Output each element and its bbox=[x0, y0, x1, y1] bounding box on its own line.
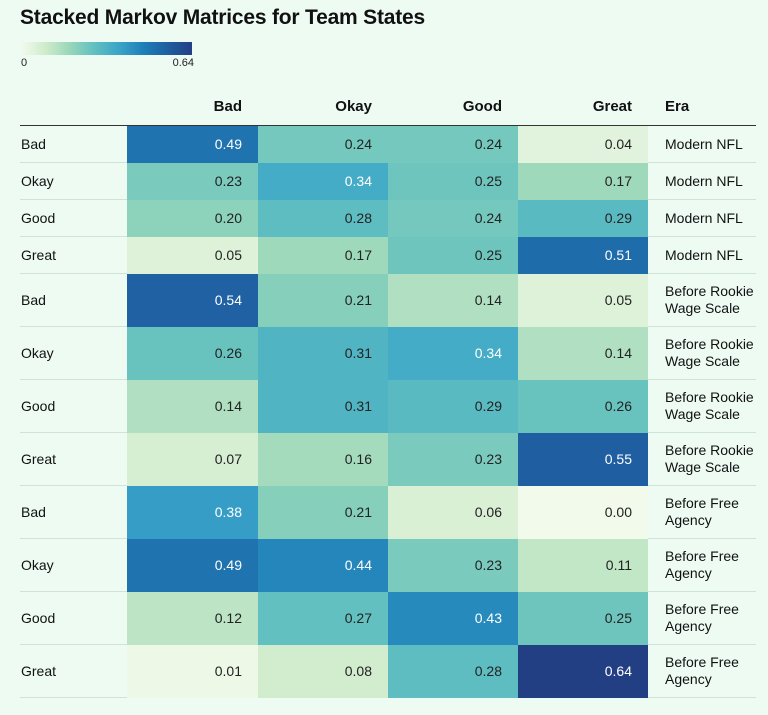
matrix-row: Good 0.20 0.28 0.24 0.29 Modern NFL bbox=[20, 199, 756, 237]
row-state-label: Good bbox=[20, 379, 127, 433]
heatmap-cell: 0.28 bbox=[258, 199, 388, 237]
heatmap-cell: 0.05 bbox=[127, 236, 258, 274]
row-state-label: Okay bbox=[20, 538, 127, 592]
heatmap-cell: 0.44 bbox=[258, 538, 388, 592]
heatmap-cell: 0.12 bbox=[127, 591, 258, 645]
heatmap-cell: 0.08 bbox=[258, 644, 388, 698]
row-state-label: Good bbox=[20, 591, 127, 645]
heatmap-cell: 0.55 bbox=[518, 432, 648, 486]
row-era-label: Before Free Agency bbox=[648, 644, 756, 698]
heatmap-cell: 0.21 bbox=[258, 485, 388, 539]
heatmap-cell: 0.16 bbox=[258, 432, 388, 486]
matrix-row: Bad 0.49 0.24 0.24 0.04 Modern NFL bbox=[20, 125, 756, 163]
heatmap-cell: 0.23 bbox=[127, 162, 258, 200]
heatmap-cell: 0.28 bbox=[388, 644, 518, 698]
heatmap-cell: 0.17 bbox=[258, 236, 388, 274]
heatmap-cell: 0.31 bbox=[258, 326, 388, 380]
chart-title: Stacked Markov Matrices for Team States bbox=[20, 6, 425, 29]
matrix-row: Okay 0.49 0.44 0.23 0.11 Before Free Agency bbox=[20, 538, 756, 592]
heatmap-cell: 0.25 bbox=[388, 162, 518, 200]
heatmap-cell: 0.38 bbox=[127, 485, 258, 539]
matrix-row: Good 0.12 0.27 0.43 0.25 Before Free Agency bbox=[20, 591, 756, 645]
heatmap-cell: 0.17 bbox=[518, 162, 648, 200]
heatmap-cell: 0.21 bbox=[258, 273, 388, 327]
column-header: Good bbox=[388, 88, 518, 126]
matrix-row: Bad 0.38 0.21 0.06 0.00 Before Free Agency bbox=[20, 485, 756, 539]
heatmap-cell: 0.25 bbox=[518, 591, 648, 645]
heatmap-cell: 0.24 bbox=[388, 199, 518, 237]
color-legend-bar bbox=[22, 42, 192, 55]
column-header: Great bbox=[518, 88, 648, 126]
row-state-label: Bad bbox=[20, 273, 127, 327]
heatmap-cell: 0.29 bbox=[388, 379, 518, 433]
heatmap-cell: 0.14 bbox=[388, 273, 518, 327]
legend-max-label: 0.64 bbox=[172, 57, 194, 69]
heatmap-cell: 0.01 bbox=[127, 644, 258, 698]
row-era-label: Modern NFL bbox=[648, 125, 756, 163]
matrix-row: Bad 0.54 0.21 0.14 0.05 Before Rookie Wage Sc… bbox=[20, 273, 756, 327]
row-state-label: Good bbox=[20, 199, 127, 237]
heatmap-cell: 0.29 bbox=[518, 199, 648, 237]
heatmap-cell: 0.49 bbox=[127, 125, 258, 163]
heatmap-cell: 0.43 bbox=[388, 591, 518, 645]
row-era-label: Before Rookie Wage Scale bbox=[648, 326, 756, 380]
heatmap-cell: 0.11 bbox=[518, 538, 648, 592]
row-state-label: Great bbox=[20, 432, 127, 486]
row-state-label: Great bbox=[20, 236, 127, 274]
matrix-row: Great 0.07 0.16 0.23 0.55 Before Rookie Wage … bbox=[20, 432, 756, 486]
heatmap-cell: 0.54 bbox=[127, 273, 258, 327]
era-column-header: Era bbox=[648, 88, 756, 126]
row-state-label: Okay bbox=[20, 162, 127, 200]
heatmap-cell: 0.34 bbox=[388, 326, 518, 380]
heatmap-cell: 0.26 bbox=[127, 326, 258, 380]
header-row: Bad Okay Good Great Era bbox=[20, 88, 756, 126]
legend-min-label: 0 bbox=[21, 57, 28, 69]
header-corner bbox=[20, 88, 127, 126]
heatmap-cell: 0.24 bbox=[258, 125, 388, 163]
heatmap-cell: 0.31 bbox=[258, 379, 388, 433]
heatmap-cell: 0.51 bbox=[518, 236, 648, 274]
column-header: Bad bbox=[127, 88, 258, 126]
heatmap-cell: 0.23 bbox=[388, 432, 518, 486]
heatmap-cell: 0.14 bbox=[518, 326, 648, 380]
heatmap-cell: 0.64 bbox=[518, 644, 648, 698]
matrix-row: Good 0.14 0.31 0.29 0.26 Before Rookie Wage S… bbox=[20, 379, 756, 433]
heatmap-cell: 0.05 bbox=[518, 273, 648, 327]
heatmap-table: Bad Okay Good Great Era Bad 0.49 0.24 0.24 0… bbox=[20, 88, 756, 698]
row-era-label: Before Free Agency bbox=[648, 538, 756, 592]
heatmap-cell: 0.24 bbox=[388, 125, 518, 163]
row-era-label: Before Rookie Wage Scale bbox=[648, 273, 756, 327]
row-era-label: Before Rookie Wage Scale bbox=[648, 432, 756, 486]
row-era-label: Before Rookie Wage Scale bbox=[648, 379, 756, 433]
heatmap-cell: 0.25 bbox=[388, 236, 518, 274]
heatmap-cell: 0.20 bbox=[127, 199, 258, 237]
matrix-row: Great 0.01 0.08 0.28 0.64 Before Free Agency bbox=[20, 644, 756, 698]
heatmap-cell: 0.26 bbox=[518, 379, 648, 433]
row-era-label: Before Free Agency bbox=[648, 591, 756, 645]
heatmap-cell: 0.14 bbox=[127, 379, 258, 433]
row-era-label: Before Free Agency bbox=[648, 485, 756, 539]
heatmap-cell: 0.49 bbox=[127, 538, 258, 592]
row-era-label: Modern NFL bbox=[648, 162, 756, 200]
heatmap-cell: 0.06 bbox=[388, 485, 518, 539]
matrix-row: Okay 0.23 0.34 0.25 0.17 Modern NFL bbox=[20, 162, 756, 200]
row-state-label: Bad bbox=[20, 485, 127, 539]
matrix-row: Great 0.05 0.17 0.25 0.51 Modern NFL bbox=[20, 236, 756, 274]
row-state-label: Okay bbox=[20, 326, 127, 380]
heatmap-cell: 0.34 bbox=[258, 162, 388, 200]
column-header: Okay bbox=[258, 88, 388, 126]
heatmap-cell: 0.07 bbox=[127, 432, 258, 486]
heatmap-body: Bad 0.49 0.24 0.24 0.04 Modern NFL Okay 0.23 0.3… bbox=[20, 125, 756, 698]
heatmap-cell: 0.00 bbox=[518, 485, 648, 539]
row-state-label: Great bbox=[20, 644, 127, 698]
row-state-label: Bad bbox=[20, 125, 127, 163]
heatmap-cell: 0.04 bbox=[518, 125, 648, 163]
color-legend: 0 0.64 bbox=[21, 42, 194, 71]
heatmap-cell: 0.23 bbox=[388, 538, 518, 592]
row-era-label: Modern NFL bbox=[648, 236, 756, 274]
heatmap-cell: 0.27 bbox=[258, 591, 388, 645]
matrix-row: Okay 0.26 0.31 0.34 0.14 Before Rookie Wage S… bbox=[20, 326, 756, 380]
row-era-label: Modern NFL bbox=[648, 199, 756, 237]
